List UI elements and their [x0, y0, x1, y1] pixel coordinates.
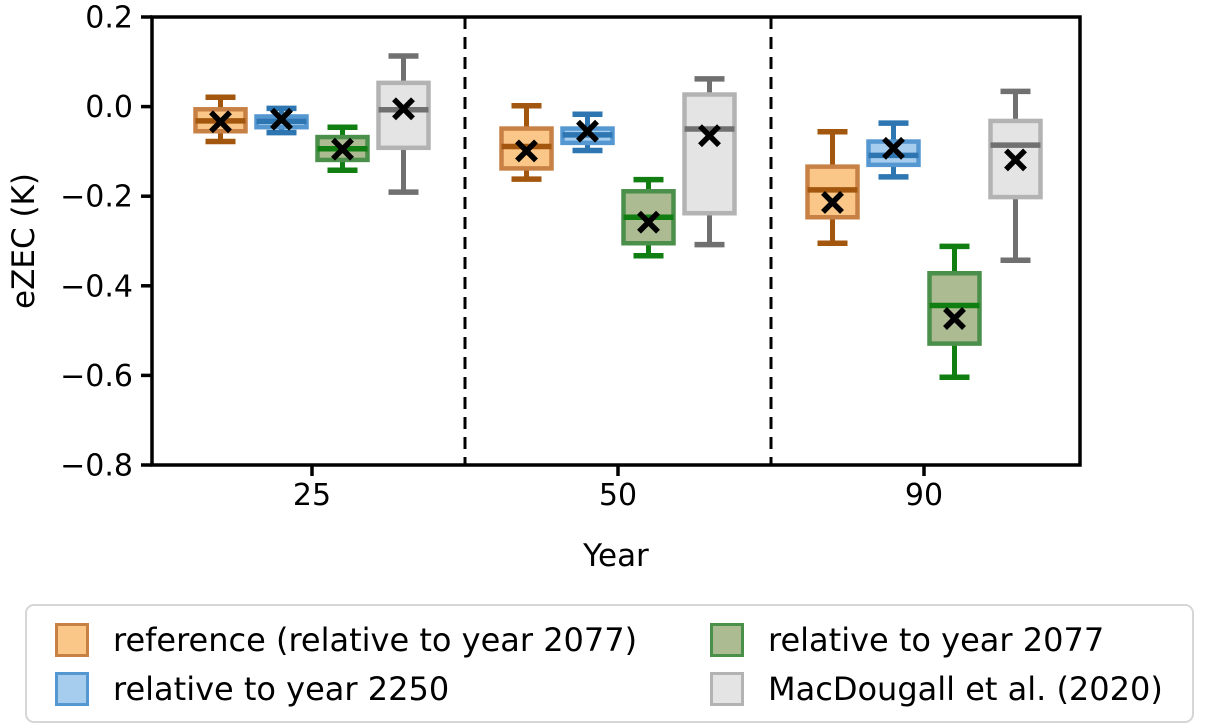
mean-x-marker: [943, 307, 966, 330]
mean-x-marker: [576, 119, 599, 143]
x-tick-label: 25: [293, 478, 331, 513]
macdougall-2020-box-year-50: [682, 76, 737, 248]
y-tick-label: −0.4: [60, 269, 133, 304]
macdougall-2020-box-year-90: [988, 88, 1043, 264]
legend-label-macdougall: MacDougall et al. (2020): [768, 670, 1163, 708]
x-axis-label: Year: [582, 538, 649, 574]
mean-x-marker: [882, 136, 905, 160]
relative-2250-box-year-25: [254, 105, 309, 136]
relative-2077-box-year-50: [621, 176, 676, 259]
legend-label-reference: reference (relative to year 2077): [113, 621, 638, 659]
legend-item-reference: reference (relative to year 2077): [55, 620, 710, 660]
mean-x-marker: [698, 124, 721, 148]
mean-x-marker: [270, 107, 293, 131]
relative-2077-box-year-90: [927, 243, 982, 380]
reference-box-year-25: [193, 94, 248, 145]
x-tick-label: 50: [599, 478, 637, 513]
legend: reference (relative to year 2077) relati…: [25, 604, 1194, 723]
mean-x-marker: [331, 137, 354, 161]
relative-2250-box-year-90: [866, 120, 921, 180]
legend-column-right: relative to year 2077 MacDougall et al. …: [710, 620, 1163, 721]
reference-box-year-90: [805, 128, 860, 246]
legend-swatch-orange-icon: [55, 623, 89, 657]
mean-x-marker: [209, 110, 232, 134]
iqr-box: [376, 80, 431, 151]
y-tick-label: 0.2: [85, 1, 133, 36]
legend-swatch-gray-icon: [710, 672, 744, 706]
legend-label-relative-2250: relative to year 2250: [113, 670, 450, 708]
mean-x-marker: [821, 191, 844, 214]
y-tick-label: −0.2: [60, 180, 133, 215]
y-tick-label: −0.6: [60, 359, 133, 394]
mean-x-marker: [637, 210, 660, 234]
legend-item-relative-2250: relative to year 2250: [55, 669, 710, 709]
legend-label-relative-2077: relative to year 2077: [768, 621, 1105, 659]
legend-swatch-green-icon: [710, 623, 744, 657]
macdougall-2020-box-year-25: [376, 53, 431, 195]
y-tick-label: −0.8: [60, 449, 133, 484]
ezec-boxplot-chart: 0.2 0.0 −0.2 −0.4 −0.6 −0.8 25 50 90 Year eZEC (K): [6, 1, 1082, 574]
iqr-box: [682, 92, 737, 216]
reference-box-year-50: [499, 102, 554, 182]
iqr-box: [927, 271, 982, 346]
legend-swatch-blue-icon: [55, 672, 89, 706]
legend-column-left: reference (relative to year 2077) relati…: [55, 620, 710, 721]
legend-item-relative-2077: relative to year 2077: [710, 620, 1163, 660]
relative-2250-box-year-50: [560, 111, 615, 154]
mean-x-marker: [1004, 148, 1027, 172]
x-tick-label: 90: [905, 478, 943, 513]
y-tick-label: 0.0: [85, 90, 133, 125]
y-axis-label: eZEC (K): [6, 173, 42, 309]
mean-x-marker: [515, 139, 538, 163]
mean-x-marker: [392, 97, 415, 121]
plot-frame: [150, 15, 1082, 467]
legend-item-macdougall: MacDougall et al. (2020): [710, 669, 1163, 709]
relative-2077-box-year-25: [315, 124, 370, 173]
